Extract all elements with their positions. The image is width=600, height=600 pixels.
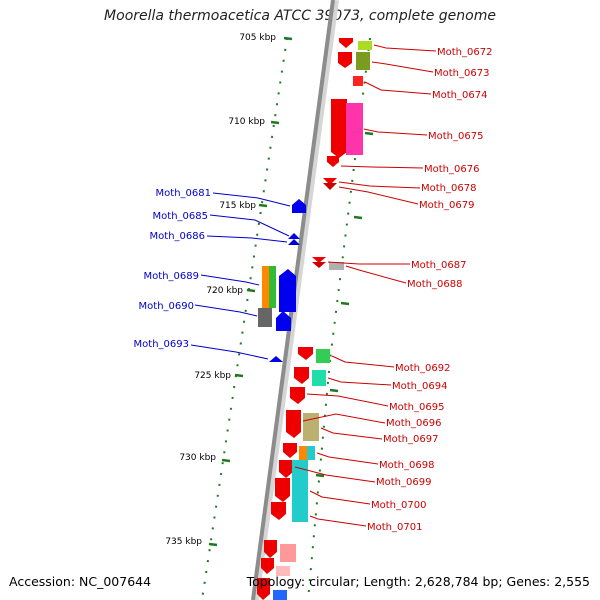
- inner-tick-track-lower: [307, 359, 331, 600]
- gene-label-moth-0672[interactable]: Moth_0672: [437, 47, 492, 58]
- gene-label-moth-0690[interactable]: Moth_0690: [139, 301, 194, 312]
- gene-box-0698-companion-b[interactable]: [307, 446, 315, 460]
- gene-box-lower-pink-2[interactable]: [276, 566, 290, 576]
- gene-arrow-lower-1[interactable]: [264, 540, 277, 558]
- gene-arrow-0690[interactable]: [276, 311, 291, 331]
- gene-label-moth-0697[interactable]: Moth_0697: [383, 434, 438, 445]
- scale-label-730: 730 kbp: [179, 453, 216, 463]
- gene-label-moth-0693[interactable]: Moth_0693: [134, 339, 189, 350]
- gene-label-moth-0698[interactable]: Moth_0698: [379, 460, 434, 471]
- gene-box-0690[interactable]: [258, 308, 272, 327]
- accession-text: Accession: NC_007644: [9, 574, 152, 589]
- gene-label-moth-0673[interactable]: Moth_0673: [434, 68, 489, 79]
- gene-label-moth-0696[interactable]: Moth_0696: [386, 418, 441, 429]
- reverse-gene-features: [258, 199, 306, 362]
- gene-arrow-0687[interactable]: [312, 257, 326, 263]
- gene-box-0689-green[interactable]: [269, 266, 276, 308]
- gene-label-moth-0694[interactable]: Moth_0694: [392, 381, 447, 392]
- gene-box-lower-blue[interactable]: [273, 590, 287, 600]
- reverse-callout-lines: [190, 192, 291, 360]
- gene-arrow-0681[interactable]: [292, 199, 306, 213]
- gene-label-moth-0688[interactable]: Moth_0688: [407, 279, 462, 290]
- gene-arrow-0672[interactable]: [339, 38, 353, 48]
- gene-arrow-0695[interactable]: [290, 387, 305, 404]
- gene-label-moth-0674[interactable]: Moth_0674: [432, 90, 487, 101]
- gene-label-moth-0700[interactable]: Moth_0700: [371, 500, 426, 511]
- gene-box-0694-companion[interactable]: [312, 370, 326, 386]
- gene-box-0675-companion[interactable]: [346, 103, 363, 155]
- gene-arrow-0694[interactable]: [294, 367, 309, 384]
- scale-label-group: 705 kbp 710 kbp 715 kbp 720 kbp 725 kbp …: [165, 33, 276, 547]
- forward-gene-labels: Moth_0672 Moth_0673 Moth_0674 Moth_0675 …: [367, 47, 492, 533]
- gene-label-moth-0685[interactable]: Moth_0685: [153, 211, 208, 222]
- gene-box-0688[interactable]: [329, 262, 344, 270]
- gene-box-lower-pink[interactable]: [280, 544, 296, 562]
- gene-arrow-0689[interactable]: [279, 269, 296, 312]
- gene-arrow-0675[interactable]: [331, 99, 347, 158]
- inner-tick-track: [329, 37, 371, 361]
- gene-arrow-0692[interactable]: [298, 347, 313, 360]
- gene-arrow-0698[interactable]: [283, 443, 297, 458]
- gene-arrow-0679[interactable]: [323, 183, 337, 190]
- gene-label-moth-0675[interactable]: Moth_0675: [428, 131, 483, 142]
- gene-arrow-0701[interactable]: [271, 502, 286, 520]
- gene-box-0673-companion[interactable]: [356, 52, 370, 70]
- gene-arrow-0700[interactable]: [275, 478, 290, 502]
- genome-summary-text: Topology: circular; Length: 2,628,784 bp…: [246, 574, 590, 589]
- gene-box-0692-companion[interactable]: [316, 349, 330, 363]
- gene-box-0698-companion[interactable]: [299, 446, 307, 460]
- forward-callout-lines: [294, 44, 437, 527]
- gene-label-moth-0687[interactable]: Moth_0687: [411, 260, 466, 271]
- gene-label-moth-0686[interactable]: Moth_0686: [150, 231, 205, 242]
- gene-arrow-0686[interactable]: [288, 239, 300, 245]
- gene-label-moth-0692[interactable]: Moth_0692: [395, 363, 450, 374]
- gene-arrow-0676[interactable]: [327, 156, 339, 167]
- map-title: Moorella thermoacetica ATCC 39073, compl…: [104, 8, 496, 24]
- gene-arrow-lower-3[interactable]: [257, 578, 270, 600]
- scale-label-715: 715 kbp: [219, 201, 256, 211]
- scale-label-735: 735 kbp: [165, 537, 202, 547]
- gene-arrow-lower-2[interactable]: [261, 558, 274, 574]
- gene-label-moth-0699[interactable]: Moth_0699: [376, 477, 431, 488]
- outer-tick-track: [201, 37, 288, 600]
- gene-arrow-0685[interactable]: [288, 233, 300, 239]
- gene-arrow-0693[interactable]: [269, 356, 283, 362]
- scale-ticks: [208, 36, 374, 547]
- gene-label-moth-0701[interactable]: Moth_0701: [367, 522, 422, 533]
- scale-label-720: 720 kbp: [206, 286, 243, 296]
- scale-label-705: 705 kbp: [239, 33, 276, 43]
- reverse-gene-labels: Moth_0681 Moth_0685 Moth_0686 Moth_0689 …: [134, 188, 211, 350]
- gene-label-moth-0695[interactable]: Moth_0695: [389, 402, 444, 413]
- gene-box-0697[interactable]: [303, 413, 319, 441]
- gene-arrow-0696[interactable]: [286, 410, 301, 438]
- scale-label-710: 710 kbp: [228, 117, 265, 127]
- gene-arrow-0673[interactable]: [338, 52, 352, 68]
- gene-label-moth-0676[interactable]: Moth_0676: [424, 164, 479, 175]
- gene-box-0700[interactable]: [292, 460, 308, 522]
- gene-box-0672-companion[interactable]: [358, 41, 372, 50]
- scale-label-725: 725 kbp: [194, 371, 231, 381]
- gene-box-0674[interactable]: [353, 76, 363, 86]
- gene-label-moth-0689[interactable]: Moth_0689: [144, 271, 199, 282]
- gene-label-moth-0678[interactable]: Moth_0678: [421, 183, 476, 194]
- gene-label-moth-0679[interactable]: Moth_0679: [419, 200, 474, 211]
- gene-arrow-0678[interactable]: [323, 178, 337, 185]
- gene-label-moth-0681[interactable]: Moth_0681: [156, 188, 211, 199]
- gene-box-0689-orange[interactable]: [262, 266, 269, 308]
- gene-arrow-0687b[interactable]: [312, 262, 326, 268]
- gene-arrow-0699[interactable]: [279, 460, 293, 478]
